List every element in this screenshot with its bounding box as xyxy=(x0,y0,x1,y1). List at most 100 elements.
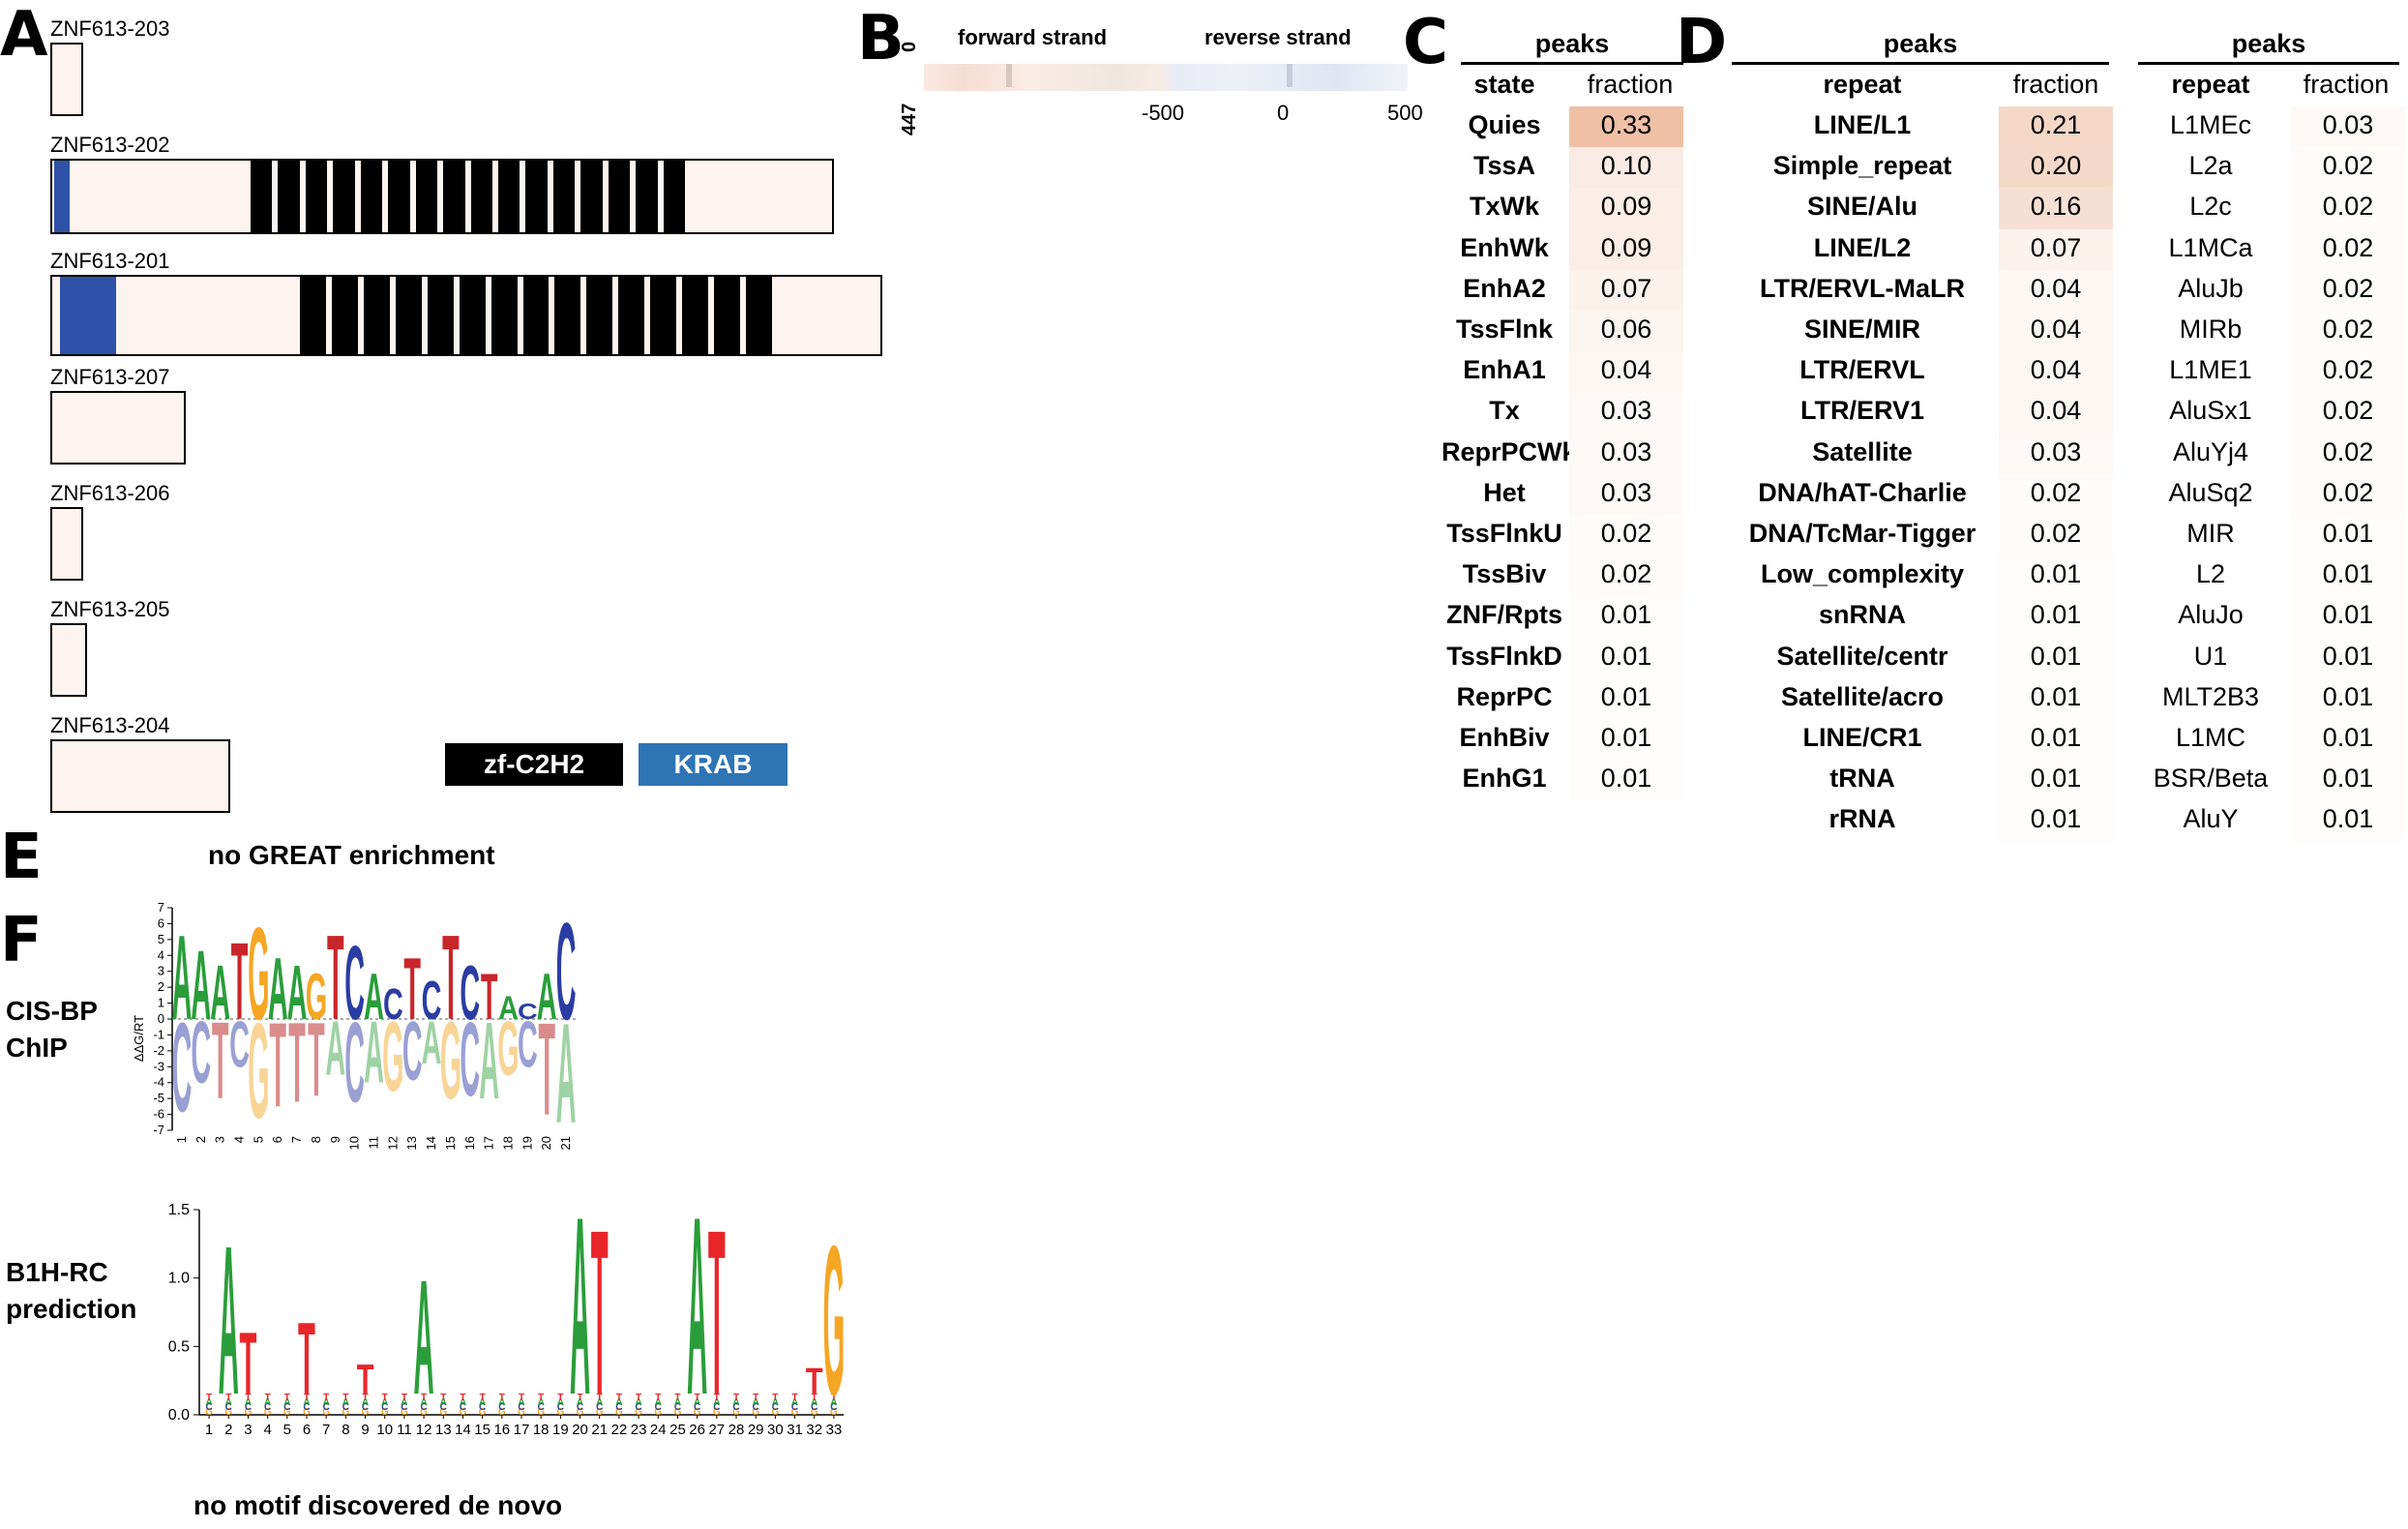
cisbp-letter-bottom: A xyxy=(364,1004,384,1102)
b1h-letter-T: T xyxy=(240,1315,257,1413)
b1h-letter-small: C xyxy=(401,1402,407,1413)
panel-d-row-name: LTR/ERVL-MaLR xyxy=(1760,273,1965,303)
cisbp-x-tick-label: 20 xyxy=(539,1136,553,1150)
b1h-letter-small: T xyxy=(714,1393,720,1403)
panel-d-row-name: Satellite/centr xyxy=(1776,641,1948,671)
zf-c2h2-domain xyxy=(459,277,486,354)
zf-c2h2-domain xyxy=(278,161,300,232)
panel-d2-row-heat-cell xyxy=(2291,392,2405,434)
panel-d2-row-value: 0.01 xyxy=(2322,723,2374,752)
panel-d-row-name: LINE/L1 xyxy=(1813,110,1912,139)
panel-d-row-value: 0.07 xyxy=(2030,232,2082,262)
panel-d-row-name: rRNA xyxy=(1828,804,1896,834)
panel-d2-row-value: 0.02 xyxy=(2322,192,2374,222)
b1h-letter-small: G xyxy=(537,1407,545,1418)
cisbp-letter-bottom: C xyxy=(172,998,193,1139)
cisbp-letter-bottom: A xyxy=(556,994,577,1154)
b1h-letter-small: C xyxy=(615,1402,622,1413)
panel-c-row-heat-cell xyxy=(1569,555,1683,597)
cisbp-letter-top: T xyxy=(403,941,421,1038)
b1h-letter-small: G xyxy=(420,1407,428,1418)
b1h-letter-small: A xyxy=(655,1397,662,1408)
cisbp-letter-top: C xyxy=(556,898,577,1049)
b1h-x-tick-label: 14 xyxy=(455,1422,471,1438)
b1h-letter-small: T xyxy=(323,1393,329,1403)
b1h-letter-small: G xyxy=(635,1407,642,1418)
b1h-letter-small: G xyxy=(694,1407,701,1418)
cisbp-x-tick-label: 15 xyxy=(443,1136,458,1150)
zf-c2h2-domain xyxy=(580,161,603,232)
isoform-label-5: ZNF613-206 xyxy=(50,481,170,505)
panel-d2-row-name: L1MC xyxy=(2175,723,2246,752)
b1h-letter-small: A xyxy=(538,1397,545,1408)
cisbp-y-tick-label: -5 xyxy=(153,1091,164,1105)
panel-c-row-value: 0.33 xyxy=(1600,110,1652,139)
isoform-label-7: ZNF613-204 xyxy=(50,713,170,737)
b1h-letter-small: T xyxy=(772,1393,778,1403)
cisbp-y-tick-label: 6 xyxy=(158,915,164,930)
panel-d2-row-name: MIRb xyxy=(2179,315,2243,344)
zf-c2h2-domain xyxy=(331,277,358,354)
b1h-letter-small: G xyxy=(245,1407,253,1418)
b1h-x-tick-label: 24 xyxy=(650,1422,667,1438)
cisbp-x-tick-label: 1 xyxy=(174,1136,189,1143)
panel-d2-col-fraction: fraction xyxy=(2303,70,2390,99)
panel-c-row-value: 0.01 xyxy=(1600,764,1652,794)
panel-d2-row-name: L2a xyxy=(2188,151,2233,181)
b1h-y-tick-label: 0.5 xyxy=(168,1338,190,1355)
b1h-x-tick-label: 22 xyxy=(611,1422,628,1438)
b1h-letter-small: C xyxy=(440,1402,447,1413)
panel-d2-row-value: 0.02 xyxy=(2322,273,2374,303)
panel-c-row-heat-cell xyxy=(1569,760,1683,801)
panel-d-row-value: 0.01 xyxy=(2030,764,2082,794)
panel-d2-row-name: AluSx1 xyxy=(2169,396,2252,426)
cisbp-y-tick-label: 5 xyxy=(158,932,164,946)
b1h-letter-A: A xyxy=(570,1200,590,1448)
b1h-x-tick-label: 23 xyxy=(631,1422,647,1438)
panel-d-row-name: tRNA xyxy=(1829,764,1895,794)
tick-500: 500 xyxy=(1387,101,1423,125)
b1h-letter-small: G xyxy=(303,1407,311,1418)
panel-d2-row-value: 0.02 xyxy=(2322,436,2374,466)
b1h-letter-small: G xyxy=(205,1407,213,1418)
cisbp-y-tick-label: 7 xyxy=(158,900,164,914)
panel-c-row-name: EnhWk xyxy=(1460,232,1549,262)
panel-c-header: peaks xyxy=(1534,29,1610,58)
b1h-letter-T: T xyxy=(806,1361,823,1402)
panel-label-f: F xyxy=(0,905,43,976)
cisbp-letter-bottom: C xyxy=(402,1004,423,1098)
panel-d2-row-heat-cell xyxy=(2291,269,2405,311)
b1h-letter-small: A xyxy=(264,1397,271,1408)
panel-d2-row-value: 0.01 xyxy=(2322,681,2374,711)
b1h-letter-small: C xyxy=(635,1402,641,1413)
panel-c-row-value: 0.04 xyxy=(1600,355,1652,385)
b1h-letter-small: C xyxy=(264,1402,271,1413)
b1h-letter-small: A xyxy=(732,1397,739,1408)
panel-d2-row-heat-cell xyxy=(2291,719,2405,761)
zf-c2h2-domain xyxy=(443,161,465,232)
b1h-letter-small: T xyxy=(342,1393,348,1403)
cisbp-x-tick-label: 10 xyxy=(347,1136,362,1150)
b1h-letter-small: G xyxy=(732,1407,740,1418)
panel-d-row-value: 0.04 xyxy=(2030,315,2082,344)
b1h-y-tick-label: 1.5 xyxy=(168,1202,190,1218)
cisbp-y-tick-label: 2 xyxy=(158,979,164,994)
panel-d2-row-heat-cell xyxy=(2291,147,2405,189)
panel-d-row-heat-cell xyxy=(1999,800,2113,842)
cisbp-y-tick-label: -4 xyxy=(153,1075,164,1090)
b1h-letter-small: G xyxy=(283,1407,291,1418)
panel-c-row-value: 0.03 xyxy=(1600,477,1652,507)
b1h-x-tick-label: 30 xyxy=(767,1422,784,1438)
b1h-letter-A: A xyxy=(219,1202,239,1439)
panel-d-col-fraction: fraction xyxy=(2012,70,2099,99)
b1h-letter-small: T xyxy=(733,1393,739,1403)
b1h-x-tick-label: 27 xyxy=(708,1422,725,1438)
panel-label-c: C xyxy=(1403,7,1448,78)
b1h-letter-G: G xyxy=(823,1202,846,1439)
cisbp-letter-top: T xyxy=(442,911,460,1045)
b1h-letter-small: A xyxy=(674,1397,681,1408)
cisbp-letter-bottom: C xyxy=(229,1008,250,1082)
panel-d-row-value: 0.01 xyxy=(2030,600,2082,630)
panel-c-row-name: EnhA2 xyxy=(1463,273,1546,303)
b1h-letter-small: C xyxy=(811,1402,818,1413)
